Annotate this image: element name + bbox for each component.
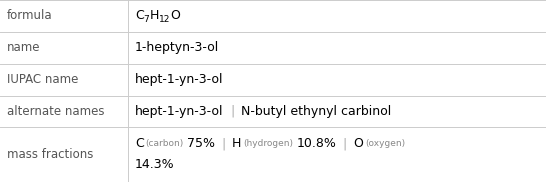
Text: C: C <box>135 137 144 150</box>
Text: name: name <box>7 41 40 54</box>
Text: C: C <box>135 9 144 22</box>
Text: 12: 12 <box>159 15 170 24</box>
Text: H: H <box>232 137 241 150</box>
Text: alternate names: alternate names <box>7 105 104 118</box>
Text: IUPAC name: IUPAC name <box>7 73 78 86</box>
Text: hept-1-yn-3-ol: hept-1-yn-3-ol <box>135 73 223 86</box>
Text: 14.3%: 14.3% <box>135 158 175 171</box>
Text: H: H <box>150 9 159 22</box>
Text: (carbon): (carbon) <box>145 139 183 148</box>
Text: N-butyl ethynyl carbinol: N-butyl ethynyl carbinol <box>241 105 391 118</box>
Text: O: O <box>170 9 180 22</box>
Text: (hydrogen): (hydrogen) <box>243 139 293 148</box>
Text: mass fractions: mass fractions <box>7 148 93 161</box>
Text: |: | <box>230 105 234 118</box>
Text: 10.8%: 10.8% <box>296 137 336 150</box>
Text: hept-1-yn-3-ol: hept-1-yn-3-ol <box>135 105 223 118</box>
Text: |: | <box>343 137 347 150</box>
Text: (oxygen): (oxygen) <box>365 139 405 148</box>
Text: 7: 7 <box>144 15 150 24</box>
Text: 1-heptyn-3-ol: 1-heptyn-3-ol <box>135 41 219 54</box>
Text: O: O <box>354 137 364 150</box>
Text: |: | <box>221 137 225 150</box>
Text: formula: formula <box>7 9 52 22</box>
Text: 75%: 75% <box>187 137 215 150</box>
